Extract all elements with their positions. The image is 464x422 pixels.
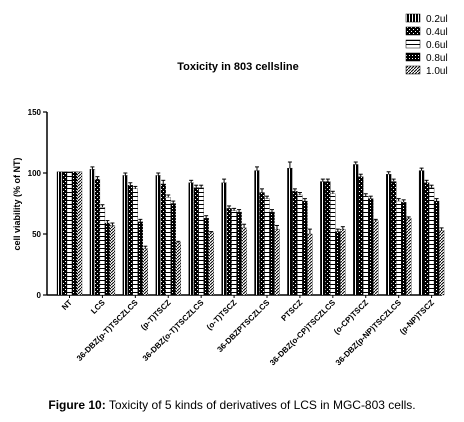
bar — [170, 203, 176, 296]
y-tick-label: 100 — [28, 169, 42, 178]
bar — [264, 198, 270, 296]
legend-label: 0.4ul — [426, 27, 448, 38]
y-tick-label: 150 — [28, 108, 42, 117]
bar — [287, 167, 293, 296]
x-tick-label: NT — [60, 298, 74, 312]
bar — [104, 222, 111, 296]
bar — [127, 185, 133, 296]
caption-prefix: Figure 10: — [48, 398, 106, 412]
x-tick-label: 36-DBZ(p-T)TSCZLCS — [75, 298, 140, 363]
bar — [401, 202, 407, 296]
bar — [99, 207, 106, 296]
legend-swatch — [405, 13, 421, 23]
bar — [61, 171, 68, 296]
bar — [391, 181, 397, 296]
bar — [122, 175, 128, 296]
bar — [423, 182, 430, 296]
x-tick-label: 36-DBZ(p-NP)TSCZLCS — [334, 298, 404, 368]
bar — [353, 164, 359, 296]
legend: 0.2ul 0.4ul 0.6ul 0.8ul 1.0ul — [405, 13, 448, 77]
bar — [292, 191, 298, 296]
chart: Toxicity in 803 cellsline cell viability… — [12, 13, 448, 368]
bar — [226, 208, 232, 296]
bar-groups — [56, 161, 445, 298]
bar — [368, 198, 374, 296]
bar — [160, 183, 166, 296]
bar — [358, 176, 364, 296]
x-tick-label: LCS — [89, 298, 107, 316]
bar — [132, 188, 138, 296]
legend-label: 0.6ul — [426, 40, 448, 51]
bar — [165, 197, 171, 296]
bar — [428, 187, 435, 296]
bar — [297, 194, 303, 296]
bar — [109, 225, 116, 296]
bar — [335, 231, 341, 296]
bar — [231, 210, 237, 296]
bar — [89, 169, 96, 296]
x-tick-label: 36-DBZ(o-CP)TSCZLCS — [268, 298, 338, 368]
bar — [269, 211, 275, 296]
bar — [193, 187, 199, 296]
bar — [418, 170, 425, 296]
legend-label: 1.0ul — [426, 66, 448, 77]
figure-caption: Figure 10: Toxicity of 5 kinds of deriva… — [0, 398, 464, 412]
bar — [254, 170, 260, 296]
bar — [325, 181, 331, 296]
bar — [198, 187, 204, 296]
bar — [66, 171, 73, 296]
legend-label: 0.8ul — [426, 53, 448, 64]
bar — [188, 182, 194, 296]
bar — [396, 200, 402, 296]
bar — [259, 192, 265, 296]
x-tick-label: PTSCZ — [279, 298, 304, 323]
bar — [221, 182, 227, 296]
bar — [71, 171, 78, 296]
bar — [340, 228, 346, 296]
bar — [302, 200, 308, 296]
caption-text: Toxicity of 5 kinds of derivatives of LC… — [108, 398, 416, 412]
bar — [236, 211, 242, 296]
bar — [386, 174, 392, 296]
y-ticks: 0 50 100 150 — [28, 108, 47, 300]
bar — [373, 220, 379, 296]
y-tick-label: 0 — [37, 291, 42, 300]
bar — [307, 233, 313, 296]
x-tick-label: (p-NP)TSCZ — [398, 298, 436, 336]
x-tick-label: 36-DBZ(o-T)TSCZLCS — [141, 298, 206, 363]
bar — [438, 230, 445, 296]
y-tick-label: 50 — [32, 230, 41, 239]
legend-swatch — [405, 26, 421, 36]
legend-swatch — [405, 52, 421, 62]
bar — [363, 196, 369, 296]
chart-title: Toxicity in 803 cellsline — [177, 61, 298, 73]
bar — [274, 228, 280, 296]
bar — [155, 175, 161, 296]
bar — [175, 242, 181, 296]
bar — [203, 217, 209, 296]
bar — [433, 200, 440, 296]
bar — [330, 193, 336, 296]
x-tick-label: (o-T)TSCZ — [205, 298, 239, 332]
bar — [406, 217, 412, 296]
bar — [76, 171, 83, 296]
bar — [241, 227, 247, 296]
x-tick-label: (p-T)TSCZ — [139, 298, 173, 332]
bar — [94, 178, 101, 296]
bar — [208, 232, 214, 296]
legend-label: 0.2ul — [426, 14, 448, 25]
legend-swatch — [405, 39, 421, 49]
legend-swatch — [405, 65, 421, 75]
bar — [320, 181, 326, 296]
bar — [137, 221, 143, 296]
bar — [56, 171, 63, 296]
y-axis-title: cell viability (% of NT) — [12, 157, 22, 250]
bar — [142, 248, 148, 296]
